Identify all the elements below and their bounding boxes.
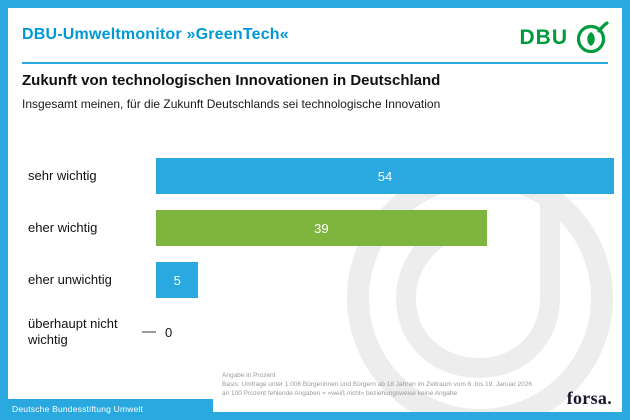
canvas: DBU-Umweltmonitor »GreenTech« DBU Zukunf… [8, 8, 622, 412]
chart-row: eher unwichtig 5 [28, 262, 614, 298]
footnotes: Angabe in Prozent Basis: Umfrage unter 1… [222, 371, 602, 398]
footnote-unit: Angabe in Prozent [222, 372, 276, 379]
zero-dash [142, 331, 156, 333]
bar-track: 0 [142, 314, 614, 350]
value-bar: 54 [156, 158, 614, 194]
bar-value-label: 5 [173, 272, 181, 288]
bar-value-label: 39 [314, 220, 329, 236]
chart-subtitle: Insgesamt meinen, für die Zukunft Deutsc… [22, 97, 441, 111]
header-divider [22, 62, 608, 64]
chart-row: überhaupt nicht wichtig 0 [28, 314, 614, 350]
chart-row: eher wichtig 39 [28, 210, 614, 246]
dbu-logo-text: DBU [519, 26, 568, 49]
category-label: überhaupt nicht wichtig [28, 316, 118, 347]
footnote-missing: an 100 Prozent fehlende Angaben = »weiß … [222, 390, 458, 397]
category-label: eher wichtig [28, 220, 98, 236]
bar-value-label: 0 [165, 324, 173, 340]
footnote-basis: Basis: Umfrage unter 1.006 Bürgerinnen u… [222, 381, 533, 388]
bar-track: 54 [156, 158, 614, 194]
organization-strip: Deutsche Bundesstiftung Umwelt [0, 399, 213, 420]
bar-track: 5 [156, 262, 614, 298]
value-bar: 39 [156, 210, 487, 246]
bar-track: 39 [156, 210, 614, 246]
dbu-logo: DBU [520, 20, 611, 56]
category-label: eher unwichtig [28, 272, 112, 288]
zero-indicator: 0 [142, 314, 614, 350]
category-label: sehr wichtig [28, 168, 97, 184]
forsa-logo: forsa. [566, 388, 612, 408]
bar-value-label: 54 [377, 168, 393, 184]
dbu-circle-icon [576, 21, 609, 54]
bar-chart: sehr wichtig 54 eher wichtig 39 eher unwicht… [28, 158, 614, 366]
content: DBU-Umweltmonitor »GreenTech« DBU Zukunf… [8, 8, 622, 412]
value-bar: 5 [156, 262, 199, 298]
chart-row: sehr wichtig 54 [28, 158, 614, 194]
report-series-title: DBU-Umweltmonitor »GreenTech« [22, 26, 289, 43]
chart-title: Zukunft von technologischen Innovationen… [22, 72, 441, 89]
